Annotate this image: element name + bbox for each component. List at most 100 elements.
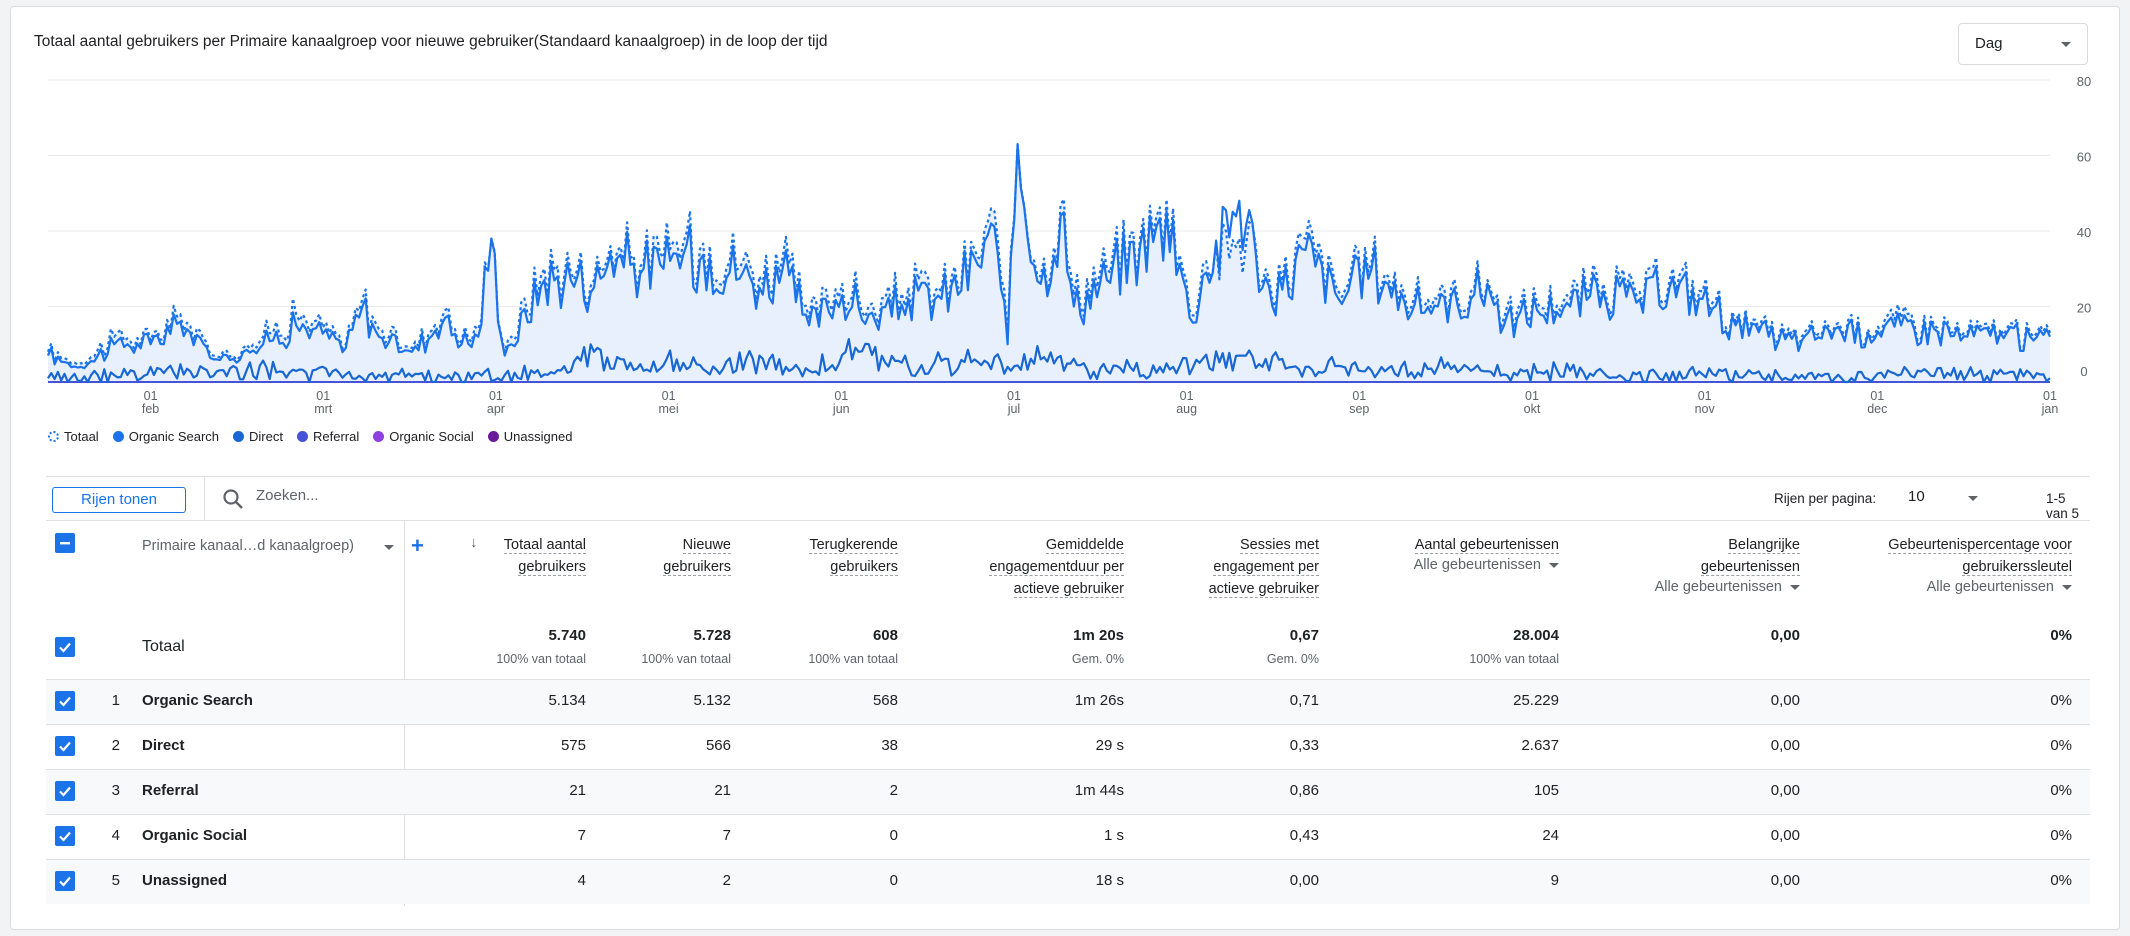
column-header-label: Sessies met	[1240, 537, 1319, 554]
legend-swatch	[112, 431, 124, 442]
row-checkbox[interactable]	[55, 736, 75, 756]
table-cell: 0%	[2050, 782, 2072, 799]
table-cell: 38	[881, 737, 898, 754]
table-cell: 25.229	[1513, 692, 1559, 709]
search-input[interactable]	[254, 486, 654, 505]
show-rows-button[interactable]: Rijen tonen	[52, 487, 186, 513]
event-filter-label: Alle gebeurtenissen	[1413, 557, 1541, 573]
rows-per-page-select[interactable]: 10	[1908, 488, 1978, 505]
table-cell: 0,00	[1770, 737, 1800, 754]
table-row[interactable]	[46, 679, 2090, 724]
table-cell: 29 s	[1095, 737, 1124, 754]
x-tick-month: jun	[832, 402, 850, 416]
chart-legend: Totaal Organic Search Direct Referral Organi…	[48, 429, 572, 444]
table-cell: 0,00	[1770, 782, 1800, 799]
x-tick-month: aug	[1176, 402, 1197, 416]
series-totaal-line	[46, 143, 2052, 366]
row-dimension-name[interactable]: Unassigned	[142, 872, 228, 889]
column-header-label: Gebeurtenispercentage voor	[1888, 537, 2072, 554]
x-tick-month: sep	[1349, 402, 1369, 416]
table-cell: 2	[889, 782, 898, 799]
y-tick-label: 0	[2080, 364, 2087, 379]
column-header-label: Aantal gebeurtenissen	[1414, 537, 1559, 554]
legend-item[interactable]: Organic Social	[373, 429, 474, 444]
legend-swatch	[296, 431, 308, 442]
table-cell: 21	[714, 782, 731, 799]
legend-item[interactable]: Organic Search	[112, 429, 220, 444]
total-subtext: Gem. 0%	[1266, 652, 1319, 666]
table-cell: 0	[889, 827, 898, 844]
x-tick-month: mrt	[314, 402, 333, 416]
legend-label: Direct	[249, 429, 283, 444]
table-cell: 7	[722, 827, 731, 844]
legend-label: Totaal	[64, 429, 99, 444]
x-tick-month: apr	[487, 402, 505, 416]
column-header[interactable]: Totaal aantal gebruikers	[426, 534, 586, 578]
y-tick-label: 20	[2077, 301, 2091, 316]
row-dimension-name[interactable]: Referral	[142, 782, 199, 799]
row-checkbox[interactable]	[55, 871, 75, 891]
x-tick-day: 01	[662, 389, 676, 403]
table-row[interactable]	[46, 859, 2090, 904]
chevron-down-icon	[2061, 42, 2071, 47]
legend-item[interactable]: Unassigned	[487, 429, 573, 444]
total-value: 0%	[2050, 627, 2072, 644]
rows-per-page-label: Rijen per pagina:	[1774, 491, 1877, 506]
legend-item[interactable]: Direct	[233, 429, 283, 444]
x-tick-day: 01	[316, 389, 330, 403]
column-header[interactable]: Gebeurtenispercentage voor gebruikerssleu…	[1832, 534, 2072, 578]
column-header-label: Gemiddelde	[1045, 537, 1124, 554]
table-cell: 0%	[2050, 827, 2072, 844]
table-row[interactable]	[46, 769, 2090, 814]
period-dropdown[interactable]: Dag	[1958, 23, 2088, 65]
add-dimension-icon[interactable]: +	[411, 533, 424, 558]
row-checkbox[interactable]	[55, 691, 75, 711]
chevron-down-icon[interactable]	[384, 545, 394, 550]
event-filter-dropdown[interactable]: Alle gebeurtenissen	[1319, 557, 1559, 573]
event-filter-dropdown[interactable]: Alle gebeurtenissen	[1560, 579, 1800, 595]
legend-item[interactable]: Referral	[296, 429, 359, 444]
total-value: 608	[872, 627, 898, 644]
table-row[interactable]	[46, 814, 2090, 859]
column-header[interactable]: Sessies met engagement per actieve gebruik…	[1159, 534, 1319, 600]
table-cell: 566	[705, 737, 731, 754]
total-value: 0,00	[1770, 627, 1800, 644]
column-header[interactable]: Terugkerende gebruikers	[738, 534, 898, 578]
column-header-label: engagement per	[1213, 559, 1319, 576]
row-dimension-name[interactable]: Direct	[142, 737, 185, 754]
table-cell: 18 s	[1095, 872, 1124, 889]
x-tick-day: 01	[1698, 389, 1712, 403]
event-filter-dropdown[interactable]: Alle gebeurtenissen	[1832, 579, 2072, 595]
column-header[interactable]: Nieuwe gebruikers	[611, 534, 731, 578]
x-tick-day: 01	[144, 389, 158, 403]
row-checkbox[interactable]	[55, 781, 75, 801]
x-tick-month: feb	[142, 402, 159, 416]
column-header-label: Belangrijke	[1728, 537, 1800, 554]
table-cell: 105	[1533, 782, 1559, 799]
table-cell: 0%	[2050, 737, 2072, 754]
table-row[interactable]	[46, 724, 2090, 769]
legend-swatch	[48, 431, 59, 442]
total-subtext: 100% van totaal	[808, 652, 898, 666]
row-dimension-name[interactable]: Organic Social	[142, 827, 248, 844]
sort-arrow-icon[interactable]: ↓	[470, 534, 478, 551]
row-checkbox[interactable]	[55, 826, 75, 846]
table-cell: 1m 26s	[1074, 692, 1124, 709]
legend-label: Organic Search	[128, 429, 220, 444]
legend-swatch	[487, 431, 499, 442]
table-cell: 575	[560, 737, 586, 754]
legend-item[interactable]: Totaal	[48, 429, 99, 444]
table-cell: 0,86	[1289, 782, 1319, 799]
legend-label: Unassigned	[503, 429, 573, 444]
total-row-checkbox[interactable]	[55, 637, 75, 657]
table-cell: 2	[722, 872, 731, 889]
chart-title: Totaal aantal gebruikers per Primaire ka…	[34, 33, 828, 50]
total-value: 5.728	[693, 627, 731, 644]
row-dimension-name[interactable]: Organic Search	[142, 692, 253, 709]
column-header[interactable]: Gemiddelde engagementduur per actieve gebr…	[924, 534, 1124, 600]
dimension-header[interactable]: Primaire kanaal…d kanaalgroep)	[142, 538, 354, 554]
column-header[interactable]: Belangrijke gebeurtenissen	[1560, 534, 1800, 578]
total-subtext: 100% van totaal	[496, 652, 586, 666]
select-all-checkbox[interactable]	[55, 533, 75, 553]
column-header[interactable]: Aantal gebeurtenissen	[1319, 534, 1559, 556]
